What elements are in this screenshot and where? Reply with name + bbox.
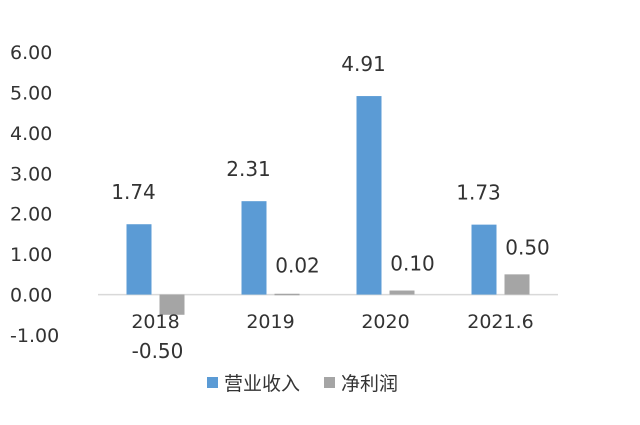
bar-revenue — [241, 201, 267, 295]
legend-label: 营业收入 — [224, 373, 300, 395]
legend-swatch — [207, 377, 218, 388]
bar-net-profit — [274, 293, 300, 296]
y-tick-label: 4.00 — [10, 123, 52, 145]
category-label: 2019 — [246, 311, 294, 333]
category-label: 2021.6 — [467, 311, 533, 333]
bar-revenue — [471, 224, 497, 295]
category-label: 2018 — [131, 311, 179, 333]
data-label: 0.10 — [390, 252, 435, 276]
bar-net-profit — [389, 290, 415, 295]
y-tick-label: 0.00 — [10, 285, 52, 307]
y-tick-label: 6.00 — [10, 42, 52, 64]
y-tick-label: -1.00 — [10, 325, 59, 347]
legend-label: 净利润 — [341, 373, 398, 395]
bar-net-profit — [504, 274, 530, 295]
data-label: -0.50 — [132, 339, 184, 363]
data-label: 4.91 — [341, 52, 386, 76]
y-tick-label: 2.00 — [10, 204, 52, 226]
data-label: 1.73 — [456, 181, 501, 205]
data-label: 0.50 — [505, 235, 550, 259]
bar-revenue — [356, 96, 382, 295]
y-axis-ticks: 6.00 5.00 4.00 3.00 2.00 1.00 0.00 -1.00 — [10, 42, 59, 347]
y-tick-label: 5.00 — [10, 82, 52, 104]
legend-swatch — [324, 377, 335, 388]
category-label: 2020 — [361, 311, 409, 333]
data-label: 2.31 — [226, 157, 271, 181]
bar-revenue — [126, 224, 152, 295]
legend: 营业收入 净利润 — [207, 373, 398, 395]
data-label: 1.74 — [111, 180, 156, 204]
category-labels: 2018 2019 2020 2021.6 — [131, 311, 533, 333]
bars — [126, 96, 530, 315]
data-label: 0.02 — [275, 254, 320, 278]
bar-net-profit — [159, 294, 185, 315]
data-labels: 1.74 -0.50 2.31 0.02 4.91 0.10 1.73 0.50 — [111, 52, 550, 363]
y-tick-label: 1.00 — [10, 244, 52, 266]
y-tick-label: 3.00 — [10, 163, 52, 185]
